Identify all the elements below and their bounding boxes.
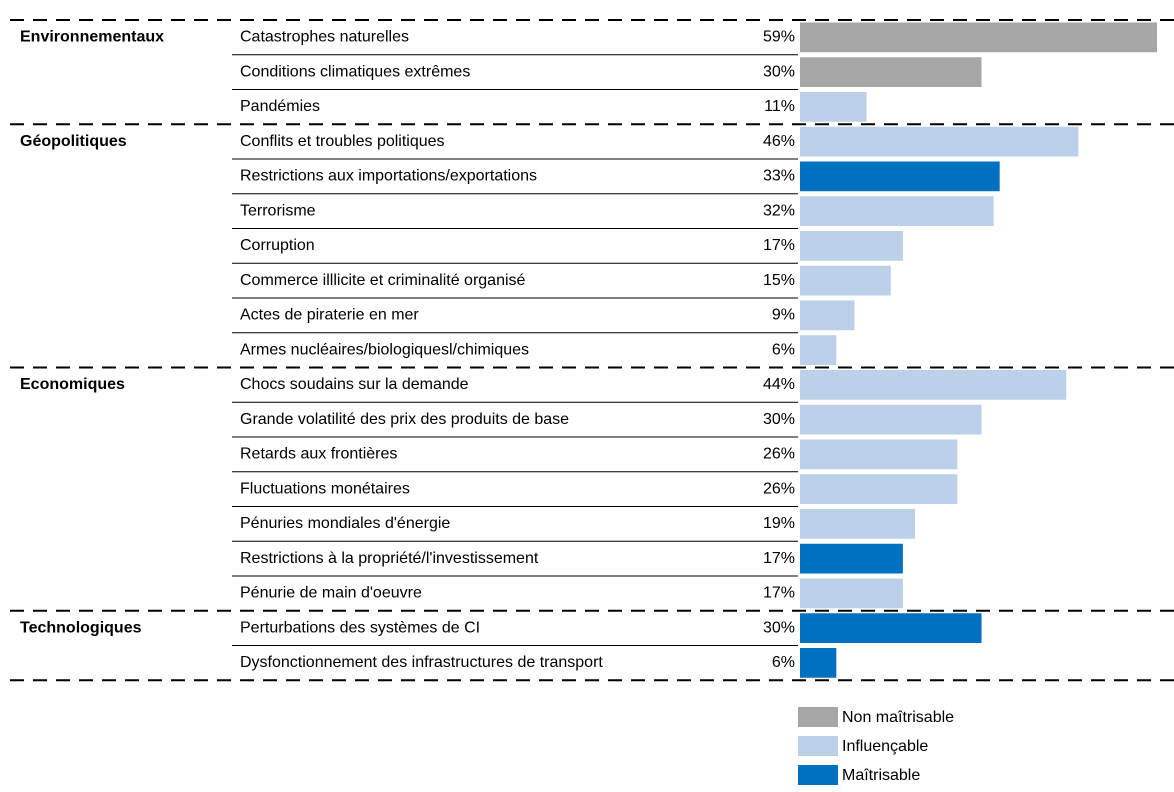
bar: [800, 543, 903, 574]
legend-swatch: [798, 707, 838, 727]
category-label: Pénuries mondiales d'énergie: [240, 515, 450, 532]
bar: [800, 265, 891, 296]
bar: [800, 335, 837, 365]
value-label: 17%: [763, 585, 795, 602]
legend-swatch: [798, 765, 838, 785]
group-label: Géopolitiques: [20, 133, 127, 150]
bar: [800, 126, 1079, 157]
category-label: Commerce illlicite et criminalité organi…: [240, 272, 526, 289]
value-label: 59%: [763, 29, 795, 46]
bar: [800, 509, 915, 539]
value-label: 19%: [763, 515, 795, 532]
bar: [800, 22, 1157, 53]
value-label: 32%: [763, 202, 795, 219]
bar: [800, 648, 837, 678]
value-label: 11%: [764, 98, 795, 115]
value-label: 17%: [763, 550, 795, 567]
group-label: Economiques: [20, 376, 125, 393]
bar: [800, 474, 958, 504]
value-label: 26%: [763, 446, 795, 463]
bar: [800, 613, 982, 643]
legend-swatch: [798, 736, 838, 756]
category-label: Restrictions à la propriété/l'investisse…: [240, 550, 539, 567]
category-label: Grande volatilité des prix des produits …: [240, 411, 569, 428]
value-label: 15%: [763, 272, 795, 289]
category-label: Conflits et troubles politiques: [240, 133, 445, 150]
bar: [800, 439, 958, 470]
category-label: Retards aux frontières: [240, 446, 397, 463]
value-label: 30%: [763, 63, 795, 80]
bar: [800, 161, 1000, 192]
legend-label: Influençable: [842, 738, 928, 755]
bar: [800, 370, 1067, 400]
bar: [800, 92, 867, 122]
category-label: Terrorisme: [240, 202, 316, 219]
value-label: 6%: [772, 341, 795, 358]
value-label: 6%: [772, 654, 795, 671]
bar: [800, 196, 994, 226]
value-label: 9%: [772, 307, 795, 324]
category-label: Restrictions aux importations/exportatio…: [240, 168, 537, 185]
value-label: 30%: [763, 619, 795, 636]
legend-label: Non maîtrisable: [842, 709, 954, 726]
bar: [800, 231, 903, 261]
legend-label: Maîtrisable: [842, 767, 920, 784]
category-label: Pandémies: [240, 98, 320, 115]
category-label: Armes nucléaires/biologiquesl/chimiques: [240, 341, 529, 358]
category-label: Dysfonctionnement des infrastructures de…: [240, 654, 603, 671]
bar: [800, 57, 982, 87]
category-label: Fluctuations monétaires: [240, 480, 410, 497]
value-label: 26%: [763, 480, 795, 497]
value-label: 46%: [763, 133, 795, 150]
category-label: Chocs soudains sur la demande: [240, 376, 469, 393]
bar: [800, 300, 855, 331]
value-label: 30%: [763, 411, 795, 428]
category-label: Catastrophes naturelles: [240, 29, 409, 46]
bar: [800, 404, 982, 435]
value-label: 44%: [763, 376, 795, 393]
category-label: Perturbations des systèmes de CI: [240, 619, 480, 636]
group-label: Environnementaux: [20, 29, 164, 46]
group-label: Technologiques: [20, 619, 142, 636]
value-label: 17%: [763, 237, 795, 254]
category-label: Conditions climatiques extrêmes: [240, 63, 470, 80]
value-label: 33%: [763, 168, 795, 185]
category-label: Corruption: [240, 237, 315, 254]
bar: [800, 578, 903, 609]
category-label: Actes de piraterie en mer: [240, 307, 419, 324]
category-label: Pénurie de main d'oeuvre: [240, 585, 422, 602]
